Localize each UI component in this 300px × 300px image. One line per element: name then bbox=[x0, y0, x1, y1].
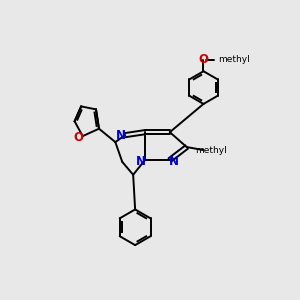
Text: O: O bbox=[73, 131, 83, 144]
Text: N: N bbox=[169, 155, 179, 168]
Text: methyl: methyl bbox=[218, 56, 250, 64]
Text: N: N bbox=[116, 129, 126, 142]
Text: N: N bbox=[136, 155, 146, 168]
Text: methyl: methyl bbox=[196, 146, 227, 154]
Text: O: O bbox=[199, 53, 208, 66]
